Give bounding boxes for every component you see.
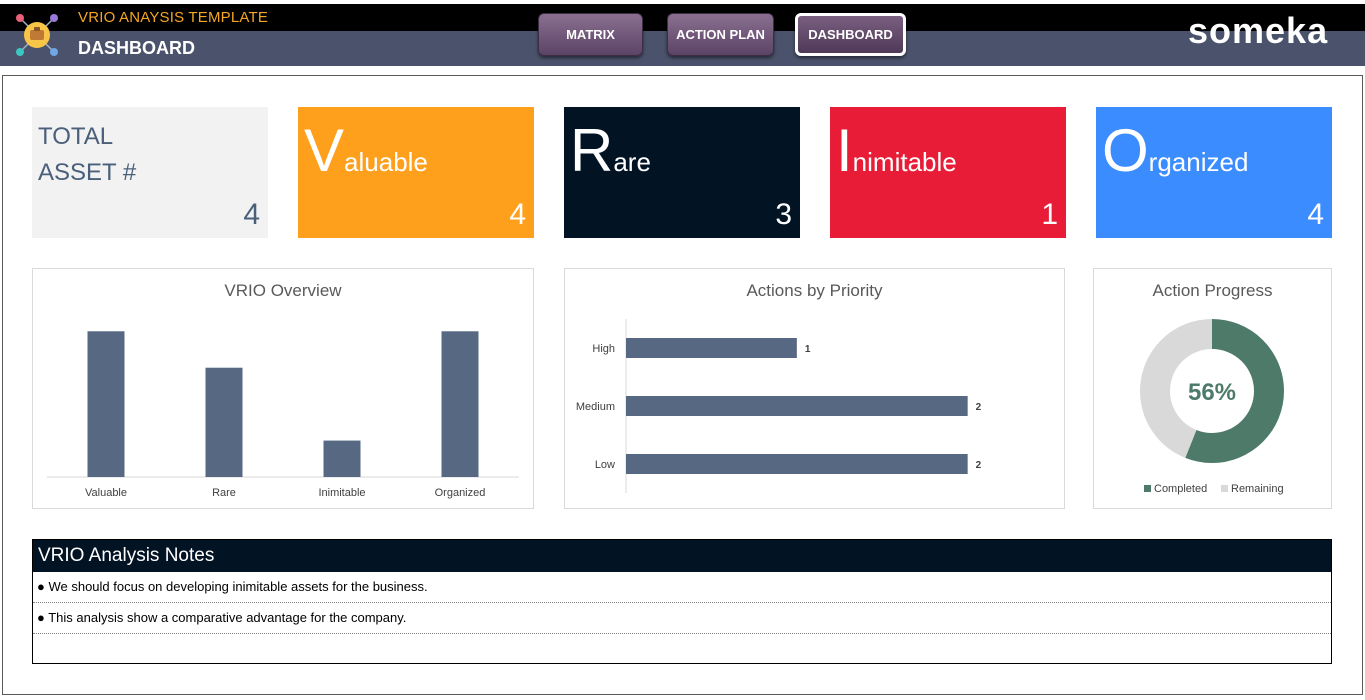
vrio-bar-organized xyxy=(441,331,479,477)
kpi-total-value: 4 xyxy=(243,198,260,231)
header-divider xyxy=(0,64,1365,66)
kpi-valuable-initial: V xyxy=(304,117,345,184)
priority-bar-medium xyxy=(626,396,968,416)
legend-label-remaining: Remaining xyxy=(1231,483,1284,495)
kpi-rare-value: 3 xyxy=(775,198,792,231)
vrio-bar-inimitable xyxy=(323,440,361,477)
priority-data-label: 2 xyxy=(976,402,982,413)
matrix-nav-button[interactable]: MATRIX xyxy=(538,13,643,56)
vrio-tick-label: Valuable xyxy=(85,487,127,499)
notes-section: VRIO Analysis Notes ● We should focus on… xyxy=(32,539,1332,664)
vrio-overview-panel: VRIO Overview Valuable Rare Inimitable Orga… xyxy=(32,268,534,509)
priority-tick-label: Medium xyxy=(576,401,615,413)
kpi-inimitable-initial: I xyxy=(836,117,853,184)
kpi-valuable: Valuable 4 xyxy=(298,107,534,238)
kpi-valuable-label: aluable xyxy=(344,147,428,177)
actions-priority-chart: High 1 Medium 2 Low 2 xyxy=(576,319,982,493)
legend-swatch-remaining xyxy=(1221,485,1228,492)
kpi-inimitable-label: nimitable xyxy=(852,147,957,177)
kpi-rare-initial: R xyxy=(570,117,614,184)
donut-slice-remaining xyxy=(1140,319,1284,463)
kpi-organized-label: rganized xyxy=(1148,147,1249,177)
legend-swatch-completed xyxy=(1144,485,1151,492)
kpi-total-assets: TOTAL ASSET # 4 xyxy=(32,107,268,238)
action-progress-panel: Action Progress 56% Completed Remaining xyxy=(1093,268,1332,509)
kpi-inimitable: Inimitable 1 xyxy=(830,107,1066,238)
vrio-tick-label: Organized xyxy=(435,487,486,499)
kpi-rare: Rare 3 xyxy=(564,107,800,238)
note-row-2[interactable]: ● This analysis show a comparative advan… xyxy=(33,603,1331,634)
priority-bar-low xyxy=(626,454,968,474)
brand-logo[interactable]: someka xyxy=(1188,10,1329,51)
vrio-overview-title: VRIO Overview xyxy=(224,281,342,300)
kpi-total-label-line1: TOTAL xyxy=(38,123,114,150)
notes-title: VRIO Analysis Notes xyxy=(33,540,1331,572)
vrio-tick-label: Rare xyxy=(212,487,236,499)
app-title: VRIO ANAYSIS TEMPLATE xyxy=(78,9,269,26)
kpi-organized-value: 4 xyxy=(1307,198,1324,231)
page-title: DASHBOARD xyxy=(78,38,195,58)
action-plan-nav-button[interactable]: ACTION PLAN xyxy=(667,13,774,56)
vrio-bar-valuable xyxy=(87,331,125,477)
priority-tick-label: High xyxy=(592,343,615,355)
actions-priority-panel: Actions by Priority High 1 Medium 2 Low 2 xyxy=(564,268,1065,509)
kpi-organized: Organized 4 xyxy=(1096,107,1332,238)
kpi-total-label-line2: ASSET # xyxy=(38,159,137,186)
donut-center-label: 56% xyxy=(1188,379,1236,406)
vrio-bar-rare xyxy=(205,367,243,477)
note-row-3[interactable] xyxy=(33,634,1331,665)
vrio-overview-chart: Valuable Rare Inimitable Organized xyxy=(47,331,519,499)
actions-priority-title: Actions by Priority xyxy=(746,281,883,300)
priority-data-label: 1 xyxy=(805,344,811,355)
note-row-1[interactable]: ● We should focus on developing inimitab… xyxy=(33,572,1331,603)
action-progress-chart: 56% Completed Remaining xyxy=(1140,319,1284,495)
dashboard-frame xyxy=(2,75,1363,695)
kpi-inimitable-value: 1 xyxy=(1041,198,1058,231)
priority-bar-high xyxy=(626,338,797,358)
legend-label-completed: Completed xyxy=(1154,483,1207,495)
vrio-tick-label: Inimitable xyxy=(318,487,365,499)
header: VRIO ANAYSIS TEMPLATE DASHBOARD MATRIX A… xyxy=(0,0,1365,66)
action-progress-title: Action Progress xyxy=(1152,281,1273,300)
kpi-rare-label: are xyxy=(613,147,651,177)
kpi-organized-initial: O xyxy=(1102,117,1149,184)
dashboard-nav-button[interactable]: DASHBOARD xyxy=(795,13,906,56)
priority-data-label: 2 xyxy=(976,460,982,471)
kpi-valuable-value: 4 xyxy=(509,198,526,231)
priority-tick-label: Low xyxy=(595,459,615,471)
app-logo-icon xyxy=(16,14,58,56)
